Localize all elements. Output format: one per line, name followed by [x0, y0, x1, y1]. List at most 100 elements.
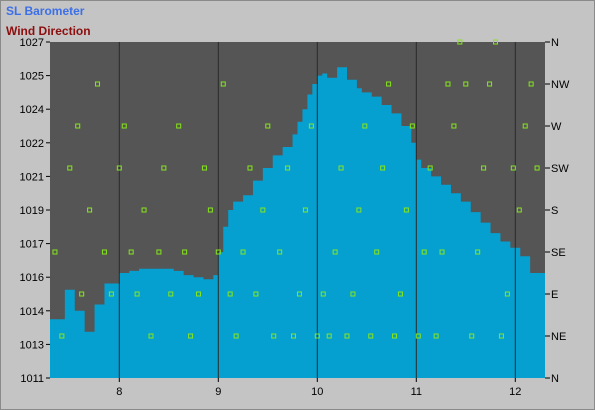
wind-point — [457, 39, 463, 45]
wind-point — [439, 249, 445, 255]
left-tick-label: 1019 — [20, 205, 44, 217]
wind-point — [481, 165, 487, 171]
wind-point — [128, 249, 134, 255]
right-tick-label: E — [551, 289, 558, 301]
wind-point — [220, 81, 226, 87]
wind-point — [510, 165, 516, 171]
wind-point — [168, 291, 174, 297]
wind-point — [469, 333, 475, 339]
wind-point — [487, 81, 493, 87]
wind-point — [356, 207, 362, 213]
wind-point — [326, 333, 332, 339]
wind-point — [285, 165, 291, 171]
wind-point — [392, 333, 398, 339]
right-tick-label: W — [551, 121, 562, 133]
right-tick-label: N — [551, 37, 559, 49]
wind-point — [215, 249, 221, 255]
left-tick-label: 1027 — [20, 37, 44, 49]
wind-point — [116, 165, 122, 171]
wind-point — [240, 249, 246, 255]
wind-point — [308, 123, 314, 129]
wind-point — [534, 165, 540, 171]
left-tick-label: 1014 — [20, 306, 44, 318]
wind-point — [233, 333, 239, 339]
wind-point — [121, 123, 127, 129]
right-tick-label: SE — [551, 247, 566, 259]
wind-point — [247, 165, 253, 171]
wind-point — [108, 291, 114, 297]
wind-point — [380, 165, 386, 171]
wind-point — [141, 207, 147, 213]
wind-point — [344, 333, 350, 339]
x-tick-label: 12 — [509, 386, 521, 398]
right-tick-label: S — [551, 205, 558, 217]
left-tick-label: 1017 — [20, 239, 44, 251]
wind-point — [475, 249, 481, 255]
wind-point — [403, 207, 409, 213]
wind-point — [101, 249, 107, 255]
right-axis: N NW W SW S SE E NE N — [545, 37, 570, 385]
wind-point — [302, 207, 308, 213]
wind-point — [260, 207, 266, 213]
wind-point — [374, 249, 380, 255]
right-tick-label: SW — [551, 163, 569, 175]
wind-point — [296, 291, 302, 297]
wind-point — [134, 291, 140, 297]
left-tick-label: 1025 — [20, 71, 44, 83]
wind-point — [463, 81, 469, 87]
barometer-series — [50, 67, 545, 378]
wind-point — [291, 333, 297, 339]
wind-point — [362, 123, 368, 129]
x-tick-label: 11 — [411, 386, 422, 398]
wind-point — [350, 291, 356, 297]
wind-point — [397, 291, 403, 297]
wind-point — [427, 165, 433, 171]
right-tick-label: N — [551, 373, 559, 385]
wind-point — [161, 165, 167, 171]
wind-point — [67, 165, 73, 171]
wind-point — [265, 123, 271, 129]
left-tick-label: 1024 — [20, 104, 44, 116]
wind-point — [79, 291, 85, 297]
wind-point — [451, 123, 457, 129]
x-tick-label: 9 — [215, 386, 221, 398]
wind-point — [433, 333, 439, 339]
wind-point — [59, 333, 65, 339]
wind-point — [207, 207, 213, 213]
wind-direction-series — [52, 39, 540, 339]
x-tick-label: 10 — [311, 386, 323, 398]
x-tick-label: 8 — [116, 386, 122, 398]
wind-point — [386, 81, 392, 87]
wind-point — [253, 291, 259, 297]
wind-point — [271, 333, 277, 339]
wind-point — [493, 39, 498, 45]
wind-point — [332, 249, 338, 255]
wind-point — [188, 333, 194, 339]
wind-point — [52, 249, 58, 255]
wind-point — [95, 81, 101, 87]
wind-point — [516, 207, 522, 213]
left-tick-label: 1013 — [20, 339, 44, 351]
right-tick-label: NW — [551, 79, 570, 91]
wind-point — [320, 291, 326, 297]
left-axis: 1027 1025 1024 1022 1021 1019 1017 1016 1014 1013… — [20, 37, 50, 385]
wind-point — [338, 165, 344, 171]
wind-point — [148, 333, 154, 339]
wind-point — [227, 291, 233, 297]
wind-point — [277, 249, 283, 255]
left-tick-label: 1021 — [20, 171, 44, 183]
wind-direction-legend-label: Wind Direction — [6, 24, 91, 38]
right-tick-label: NE — [551, 331, 566, 343]
left-tick-label: 1011 — [20, 373, 44, 385]
wind-point — [87, 207, 93, 213]
wind-point — [156, 249, 162, 255]
wind-point — [445, 81, 451, 87]
wind-point — [196, 291, 201, 297]
wind-point — [314, 333, 320, 339]
wind-point — [415, 333, 421, 339]
wind-point — [182, 249, 188, 255]
wind-point — [409, 123, 415, 129]
wind-point — [504, 291, 510, 297]
wind-point — [528, 81, 534, 87]
